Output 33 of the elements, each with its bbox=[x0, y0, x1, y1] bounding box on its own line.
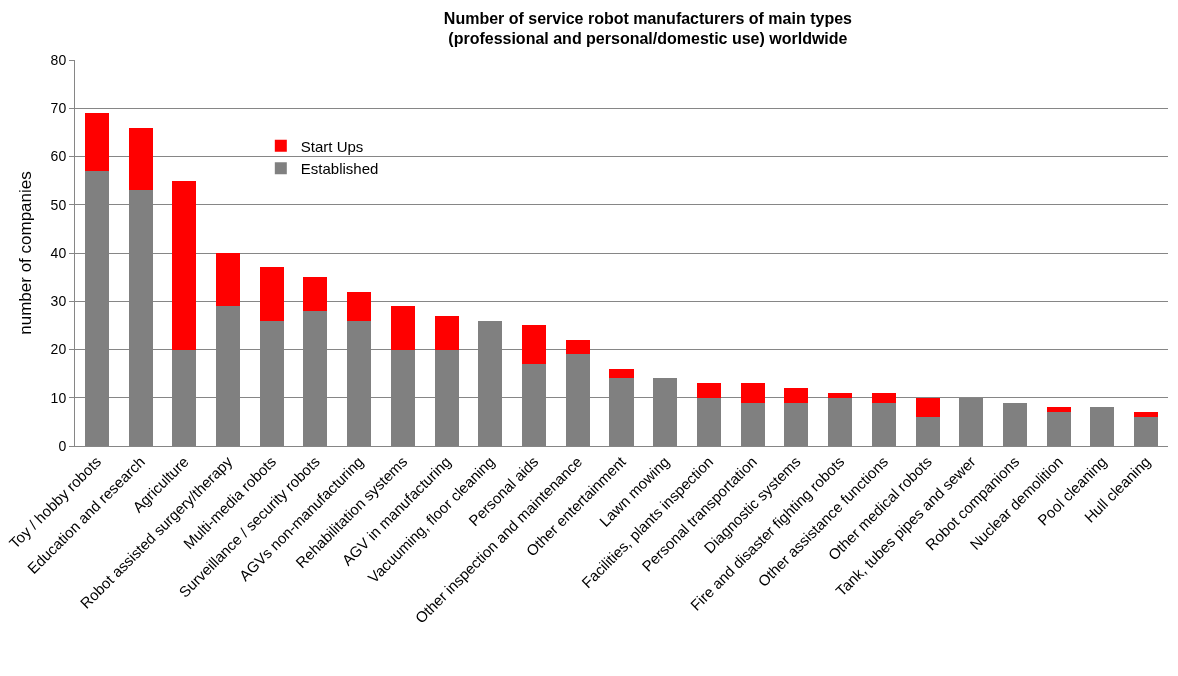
bar bbox=[871, 392, 896, 403]
y-tick-label: 0 bbox=[58, 437, 67, 454]
y-tick-label: 80 bbox=[50, 51, 67, 68]
bar bbox=[784, 388, 809, 403]
bar bbox=[828, 392, 853, 398]
y-tick-label: 30 bbox=[50, 293, 67, 310]
bar bbox=[740, 383, 765, 403]
y-tick-label: 10 bbox=[50, 389, 67, 406]
legend-label: Start Ups bbox=[300, 137, 364, 155]
bar bbox=[303, 277, 328, 311]
chart-title: Number of service robot manufacturers of main types (professional and personal/domestic use) worldwide bbox=[443, 9, 853, 48]
bar bbox=[1134, 412, 1159, 418]
bar bbox=[390, 306, 415, 350]
bar bbox=[915, 397, 940, 418]
bar bbox=[565, 339, 590, 355]
bar bbox=[434, 315, 459, 350]
bar bbox=[522, 325, 547, 364]
legend-label: Established bbox=[300, 160, 379, 178]
bar bbox=[609, 368, 634, 379]
bar bbox=[216, 253, 241, 307]
bar bbox=[172, 180, 197, 350]
y-axis-title: number of companies bbox=[16, 171, 35, 335]
bar bbox=[128, 127, 153, 191]
bar bbox=[84, 113, 109, 171]
y-tick-label: 20 bbox=[50, 341, 67, 358]
bar bbox=[1046, 407, 1071, 413]
bar bbox=[347, 291, 372, 321]
y-tick-label: 50 bbox=[50, 196, 67, 213]
y-tick-label: 70 bbox=[50, 100, 67, 117]
y-tick-label: 40 bbox=[50, 244, 67, 261]
y-tick-label: 60 bbox=[50, 148, 67, 165]
bar bbox=[259, 267, 284, 321]
bar bbox=[696, 383, 721, 398]
